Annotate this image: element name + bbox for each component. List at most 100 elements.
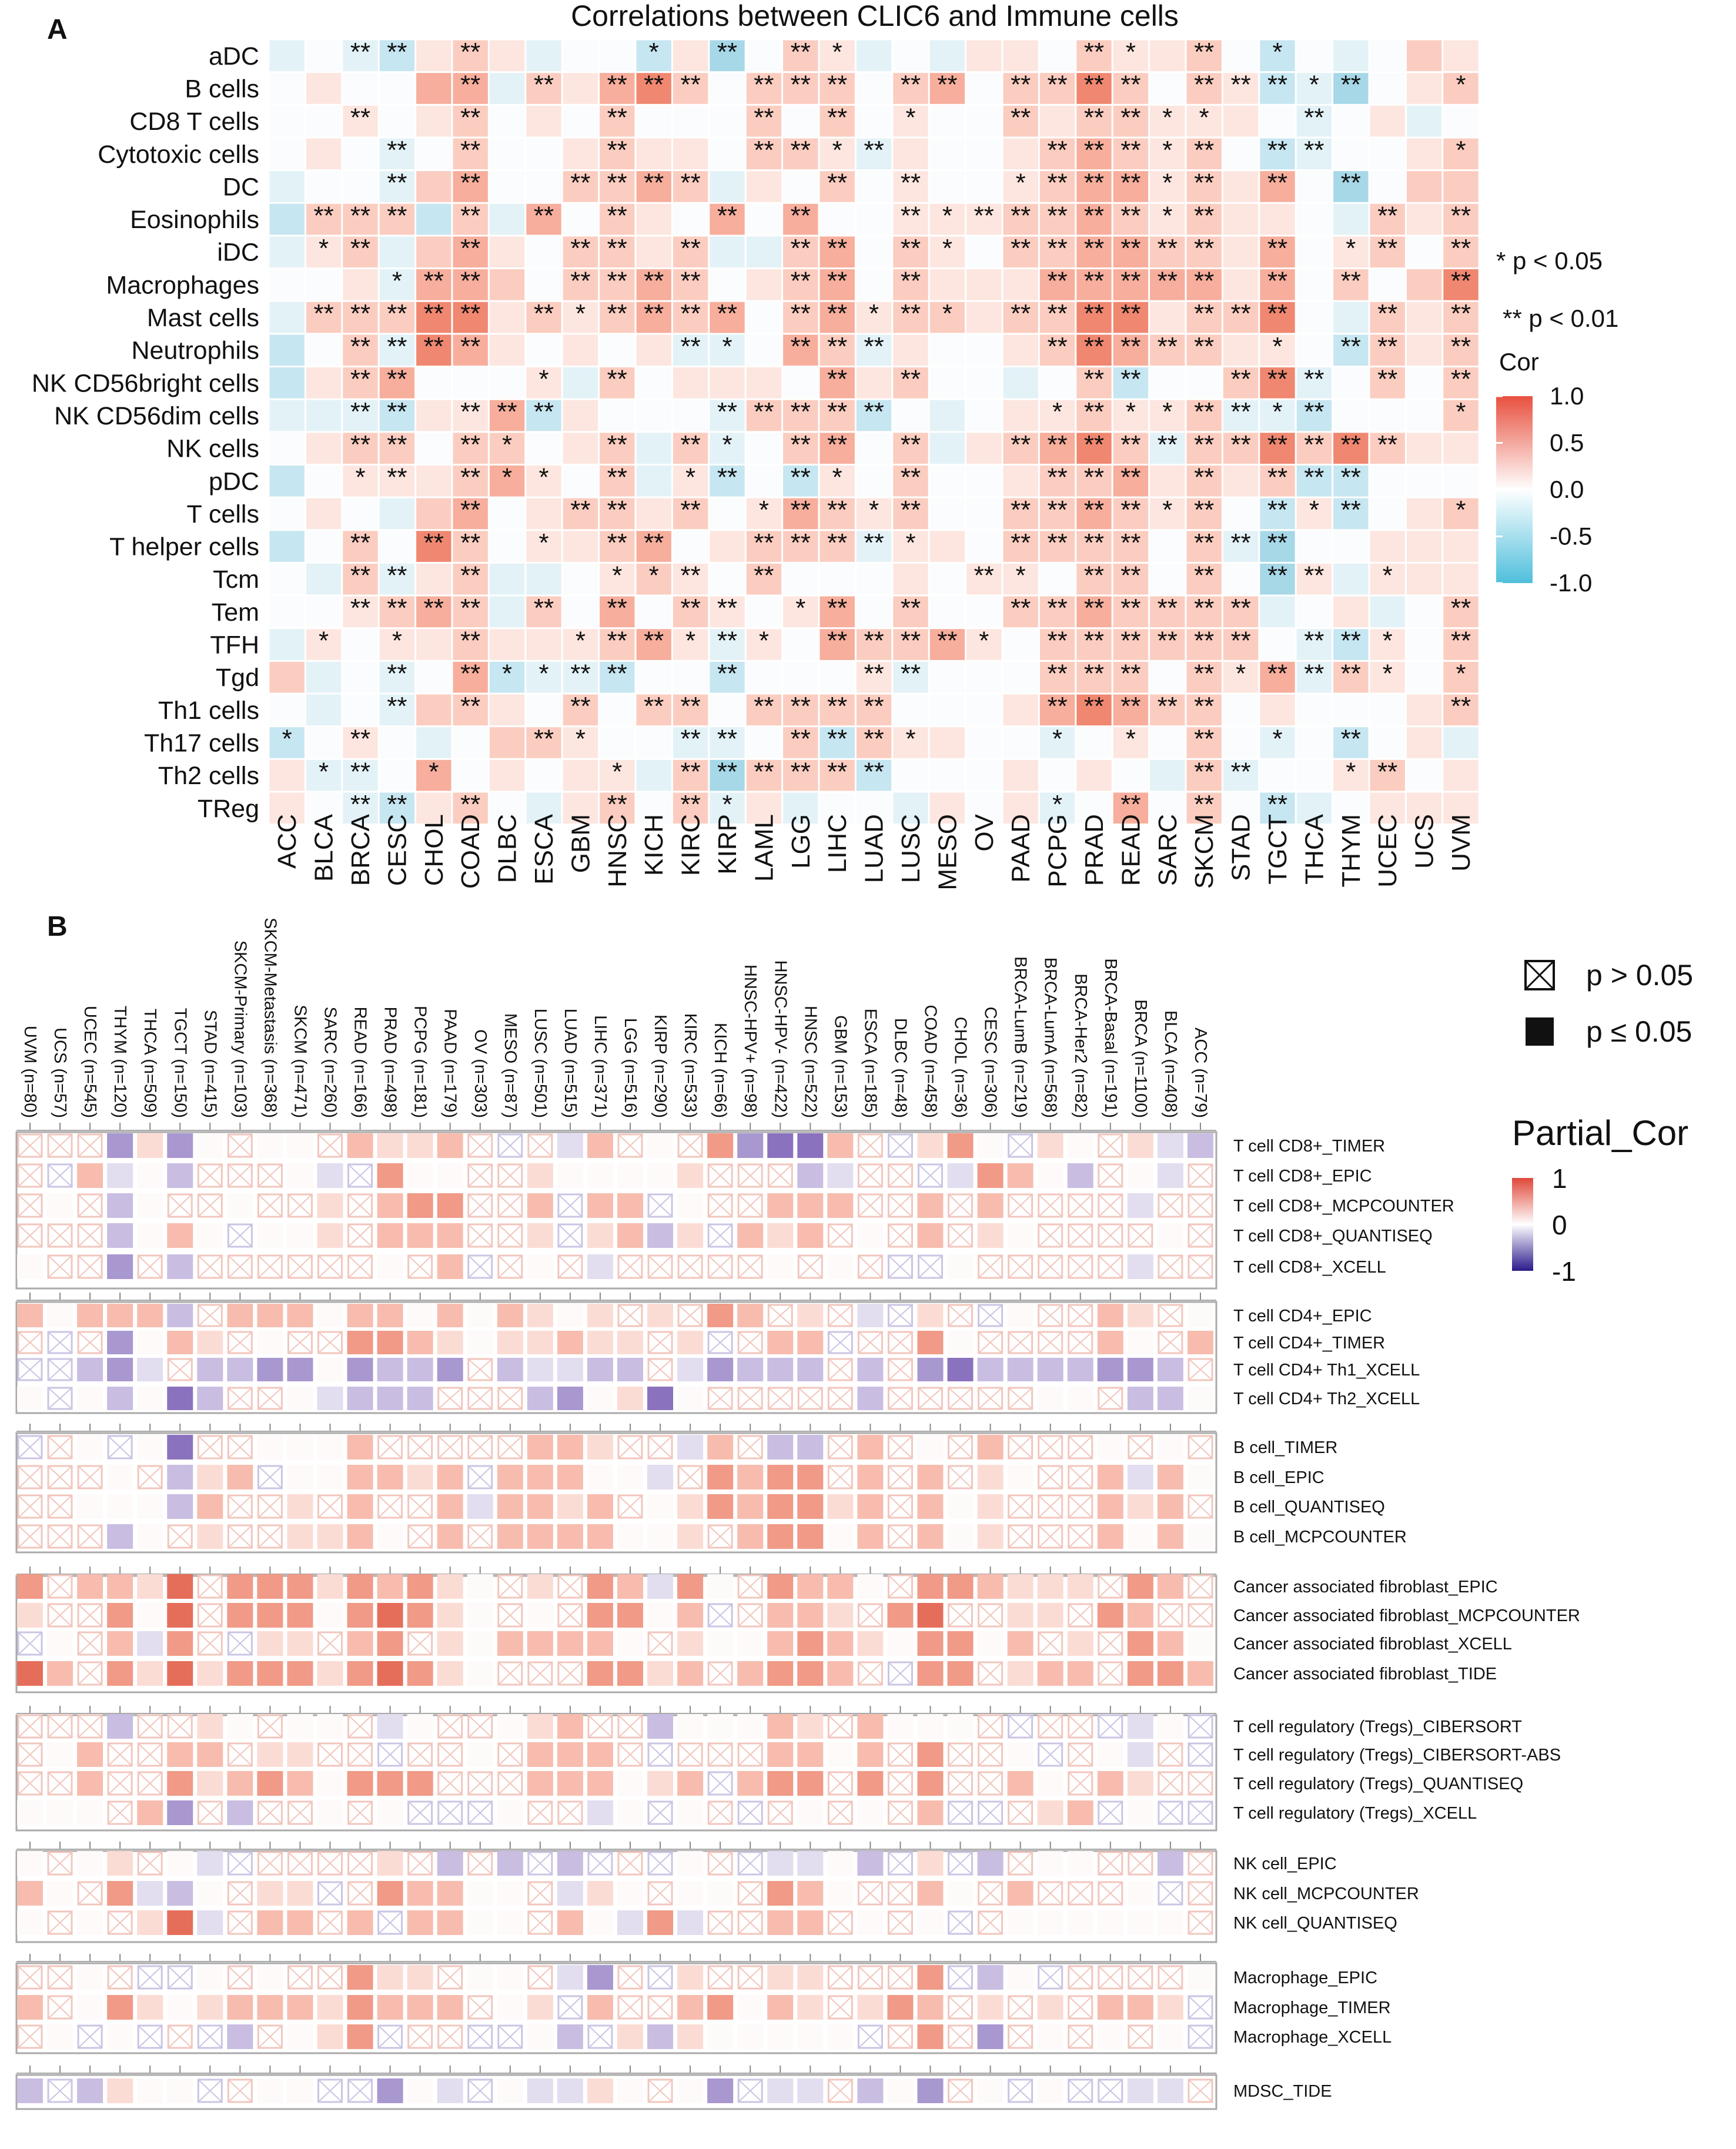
significance-mark: ** [1341, 725, 1361, 754]
nonsignificant-cell [887, 1800, 913, 1825]
significance-mark: ** [460, 267, 480, 296]
heatmap-cell [527, 1387, 553, 1410]
significance-mark: ** [1377, 430, 1397, 459]
cross-line [738, 1388, 762, 1409]
heatmap-cell [269, 531, 305, 562]
heatmap-cell [856, 563, 892, 595]
column-label: STAD [1227, 814, 1256, 881]
cross-line [228, 1966, 252, 1989]
heatmap-cell [379, 563, 415, 595]
nonsignificant-cell [1008, 1331, 1033, 1354]
heatmap-cell [379, 792, 415, 824]
heatmap-cell [1003, 400, 1038, 431]
heatmap-cell [526, 269, 561, 300]
significance-mark: ** [1120, 169, 1140, 198]
significance-mark: ** [680, 725, 700, 754]
heatmap-cell [797, 1910, 824, 1935]
heatmap-cell [1150, 792, 1185, 824]
significance-mark: ** [350, 201, 370, 230]
cross-line [828, 1388, 852, 1409]
nonsignificant-cell [437, 1435, 463, 1460]
heatmap-cell [107, 1995, 133, 2020]
significance-mark: ** [387, 299, 407, 328]
cross-line [828, 1305, 852, 1326]
heatmap-cell [1296, 629, 1332, 660]
heatmap-cell [453, 302, 488, 333]
row-label: B cell_TIMER [1233, 1438, 1337, 1457]
nonsignificant-cell [1008, 1524, 1033, 1549]
heatmap-cell [379, 236, 415, 268]
heatmap-cell [1260, 73, 1295, 104]
cross-line [469, 1436, 492, 1458]
significance-mark: ** [607, 201, 627, 230]
heatmap-cell [137, 1193, 163, 1218]
significance-mark: ** [1047, 659, 1067, 688]
nonsignificant-cell [77, 1331, 103, 1354]
heatmap-cell [673, 563, 708, 595]
nonsignificant-cell [1098, 1851, 1123, 1876]
nonsignificant-cell [197, 1631, 223, 1656]
cross-line [78, 1882, 102, 1904]
heatmap-cell [737, 1358, 764, 1381]
significance-mark: ** [1120, 267, 1140, 296]
cross-line [18, 1495, 42, 1518]
nonsignificant-cell [407, 2024, 433, 2049]
heatmap-cell [107, 1358, 133, 1381]
cross-line [108, 1802, 132, 1824]
heatmap-cell [1003, 531, 1038, 562]
heatmap-cell [1333, 171, 1369, 202]
heatmap-cell [647, 1714, 674, 1739]
cross-line [348, 1164, 372, 1187]
heatmap-cell [977, 2078, 1004, 2103]
cross-line [1099, 1134, 1122, 1157]
nonsignificant-cell [197, 2078, 223, 2103]
cross-line [258, 1715, 282, 1738]
significance-mark: ** [1341, 659, 1361, 688]
nonsignificant-cell [17, 1133, 43, 1158]
cross-line [1189, 1802, 1212, 1824]
heatmap-cell [167, 1631, 193, 1656]
cross-line [18, 1194, 42, 1217]
nonsignificant-cell [1008, 1851, 1033, 1876]
heatmap-cell [197, 1524, 223, 1549]
heatmap-cell [257, 1304, 283, 1327]
heatmap-cell [617, 1574, 643, 1599]
heatmap-cell [1296, 661, 1332, 693]
nonsignificant-cell [887, 1223, 913, 1248]
nonsignificant-cell [978, 1800, 1004, 1825]
cross-line [1189, 1575, 1212, 1598]
cross-line [768, 1388, 792, 1409]
heatmap-cell [317, 1465, 343, 1489]
nonsignificant-cell [347, 1193, 373, 1218]
heatmap-cell [377, 1387, 403, 1410]
heatmap-cell [820, 694, 855, 726]
cross-line [1099, 1575, 1122, 1598]
nonsignificant-cell [557, 1193, 583, 1218]
nonsignificant-cell [1068, 1965, 1093, 1990]
cross-line [318, 1332, 342, 1353]
cross-line [1189, 1194, 1212, 1217]
significance-mark: ** [1158, 430, 1178, 459]
heatmap-cell [269, 269, 305, 300]
heatmap-cell [673, 302, 708, 333]
significance-mark: ** [680, 790, 700, 819]
cross-line [408, 1256, 432, 1278]
nonsignificant-cell [887, 1910, 913, 1935]
nonsignificant-cell [948, 1800, 974, 1825]
nonsignificant-cell [707, 1771, 733, 1796]
significance-mark: * [1126, 725, 1136, 754]
significance-mark: ** [1377, 201, 1397, 230]
heatmap-cell [557, 1494, 583, 1519]
heatmap-cell [1223, 727, 1259, 758]
heatmap-cell [966, 302, 1002, 333]
cross-line [1069, 1743, 1092, 1766]
nonsignificant-cell [1158, 1965, 1183, 1990]
heatmap-cell [827, 2024, 854, 2049]
nonsignificant-cell [437, 1742, 463, 1767]
cross-line [1159, 1305, 1182, 1326]
significance-mark: * [538, 659, 548, 688]
column-label: SARC [1153, 814, 1182, 886]
cross-line [888, 1134, 912, 1157]
row-label: Cancer associated fibroblast_MCPCOUNTER [1233, 1606, 1580, 1625]
heatmap-cell [1333, 73, 1369, 104]
